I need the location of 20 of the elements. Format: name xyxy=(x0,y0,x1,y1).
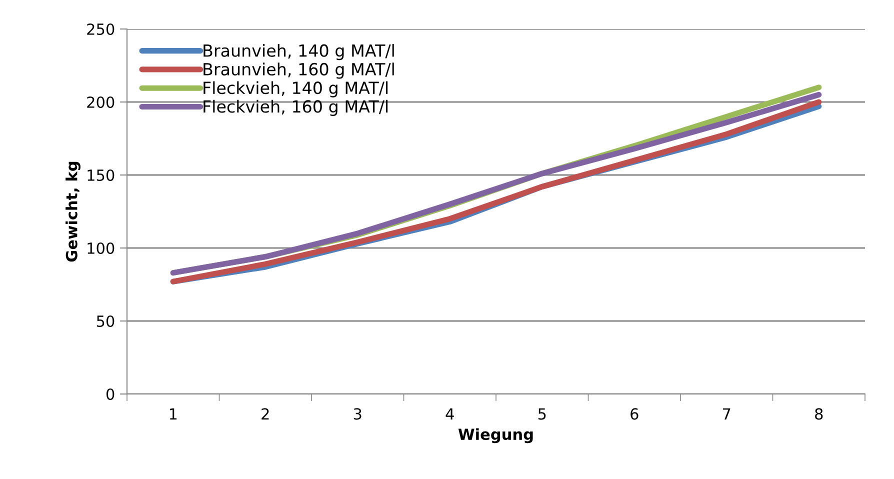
y-tick-label: 50 xyxy=(96,315,114,328)
x-tick-label: 3 xyxy=(354,408,362,420)
x-tick-label: 2 xyxy=(262,408,269,420)
legend-label: Braunvieh, 140 g MAT/l xyxy=(204,44,394,60)
y-tick-label: 150 xyxy=(88,169,114,182)
x-tick-label: 4 xyxy=(446,408,454,420)
y-axis-title: Gewicht, kg xyxy=(66,162,80,262)
legend-label: Fleckvieh, 140 g MAT/l xyxy=(204,81,388,98)
x-tick-label: 5 xyxy=(538,408,546,420)
legend-label: Fleckvieh, 160 g MAT/l xyxy=(204,100,388,116)
y-tick-label: 250 xyxy=(87,23,114,36)
x-axis-title: Wiegung xyxy=(458,428,533,444)
x-tick-label: 1 xyxy=(170,408,177,420)
y-tick-label: 100 xyxy=(88,242,114,254)
x-tick-label: 6 xyxy=(630,408,638,420)
x-tick-label: 7 xyxy=(723,408,730,420)
legend-label: Braunvieh, 160 g MAT/l xyxy=(204,62,394,79)
x-tick-label: 8 xyxy=(815,408,823,420)
y-tick-label: 0 xyxy=(106,388,114,400)
y-tick-label: 200 xyxy=(87,96,114,108)
